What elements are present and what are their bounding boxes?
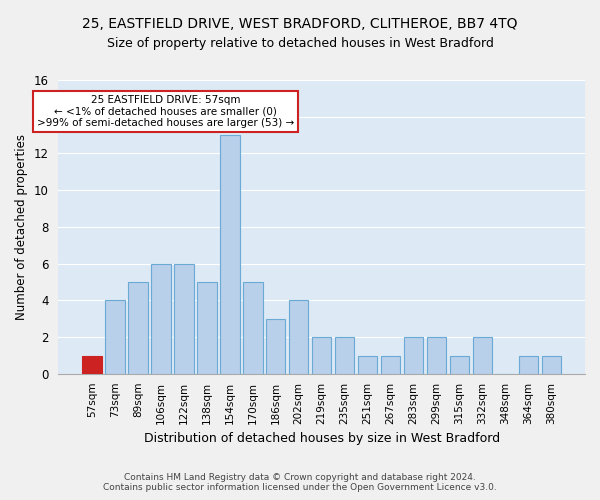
Bar (266, 319, 286, 374)
Bar (128, 282, 148, 374)
Bar (174, 264, 194, 374)
Bar (105, 300, 125, 374)
Bar (381, 356, 400, 374)
Bar (243, 282, 263, 374)
Bar (289, 300, 308, 374)
Bar (197, 282, 217, 374)
Bar (358, 356, 377, 374)
Bar (518, 356, 538, 374)
Bar (427, 337, 446, 374)
Bar (335, 337, 355, 374)
Bar (473, 337, 492, 374)
Bar (542, 356, 561, 374)
Y-axis label: Number of detached properties: Number of detached properties (15, 134, 28, 320)
Text: Contains HM Land Registry data © Crown copyright and database right 2024.
Contai: Contains HM Land Registry data © Crown c… (103, 473, 497, 492)
Text: 25, EASTFIELD DRIVE, WEST BRADFORD, CLITHEROE, BB7 4TQ: 25, EASTFIELD DRIVE, WEST BRADFORD, CLIT… (82, 18, 518, 32)
Bar (404, 337, 423, 374)
Bar (82, 356, 102, 374)
Bar (220, 135, 239, 374)
Bar (312, 337, 331, 374)
X-axis label: Distribution of detached houses by size in West Bradford: Distribution of detached houses by size … (143, 432, 500, 445)
Text: Size of property relative to detached houses in West Bradford: Size of property relative to detached ho… (107, 38, 493, 51)
Bar (449, 356, 469, 374)
Bar (151, 264, 170, 374)
Text: 25 EASTFIELD DRIVE: 57sqm
← <1% of detached houses are smaller (0)
>99% of semi-: 25 EASTFIELD DRIVE: 57sqm ← <1% of detac… (37, 94, 294, 128)
